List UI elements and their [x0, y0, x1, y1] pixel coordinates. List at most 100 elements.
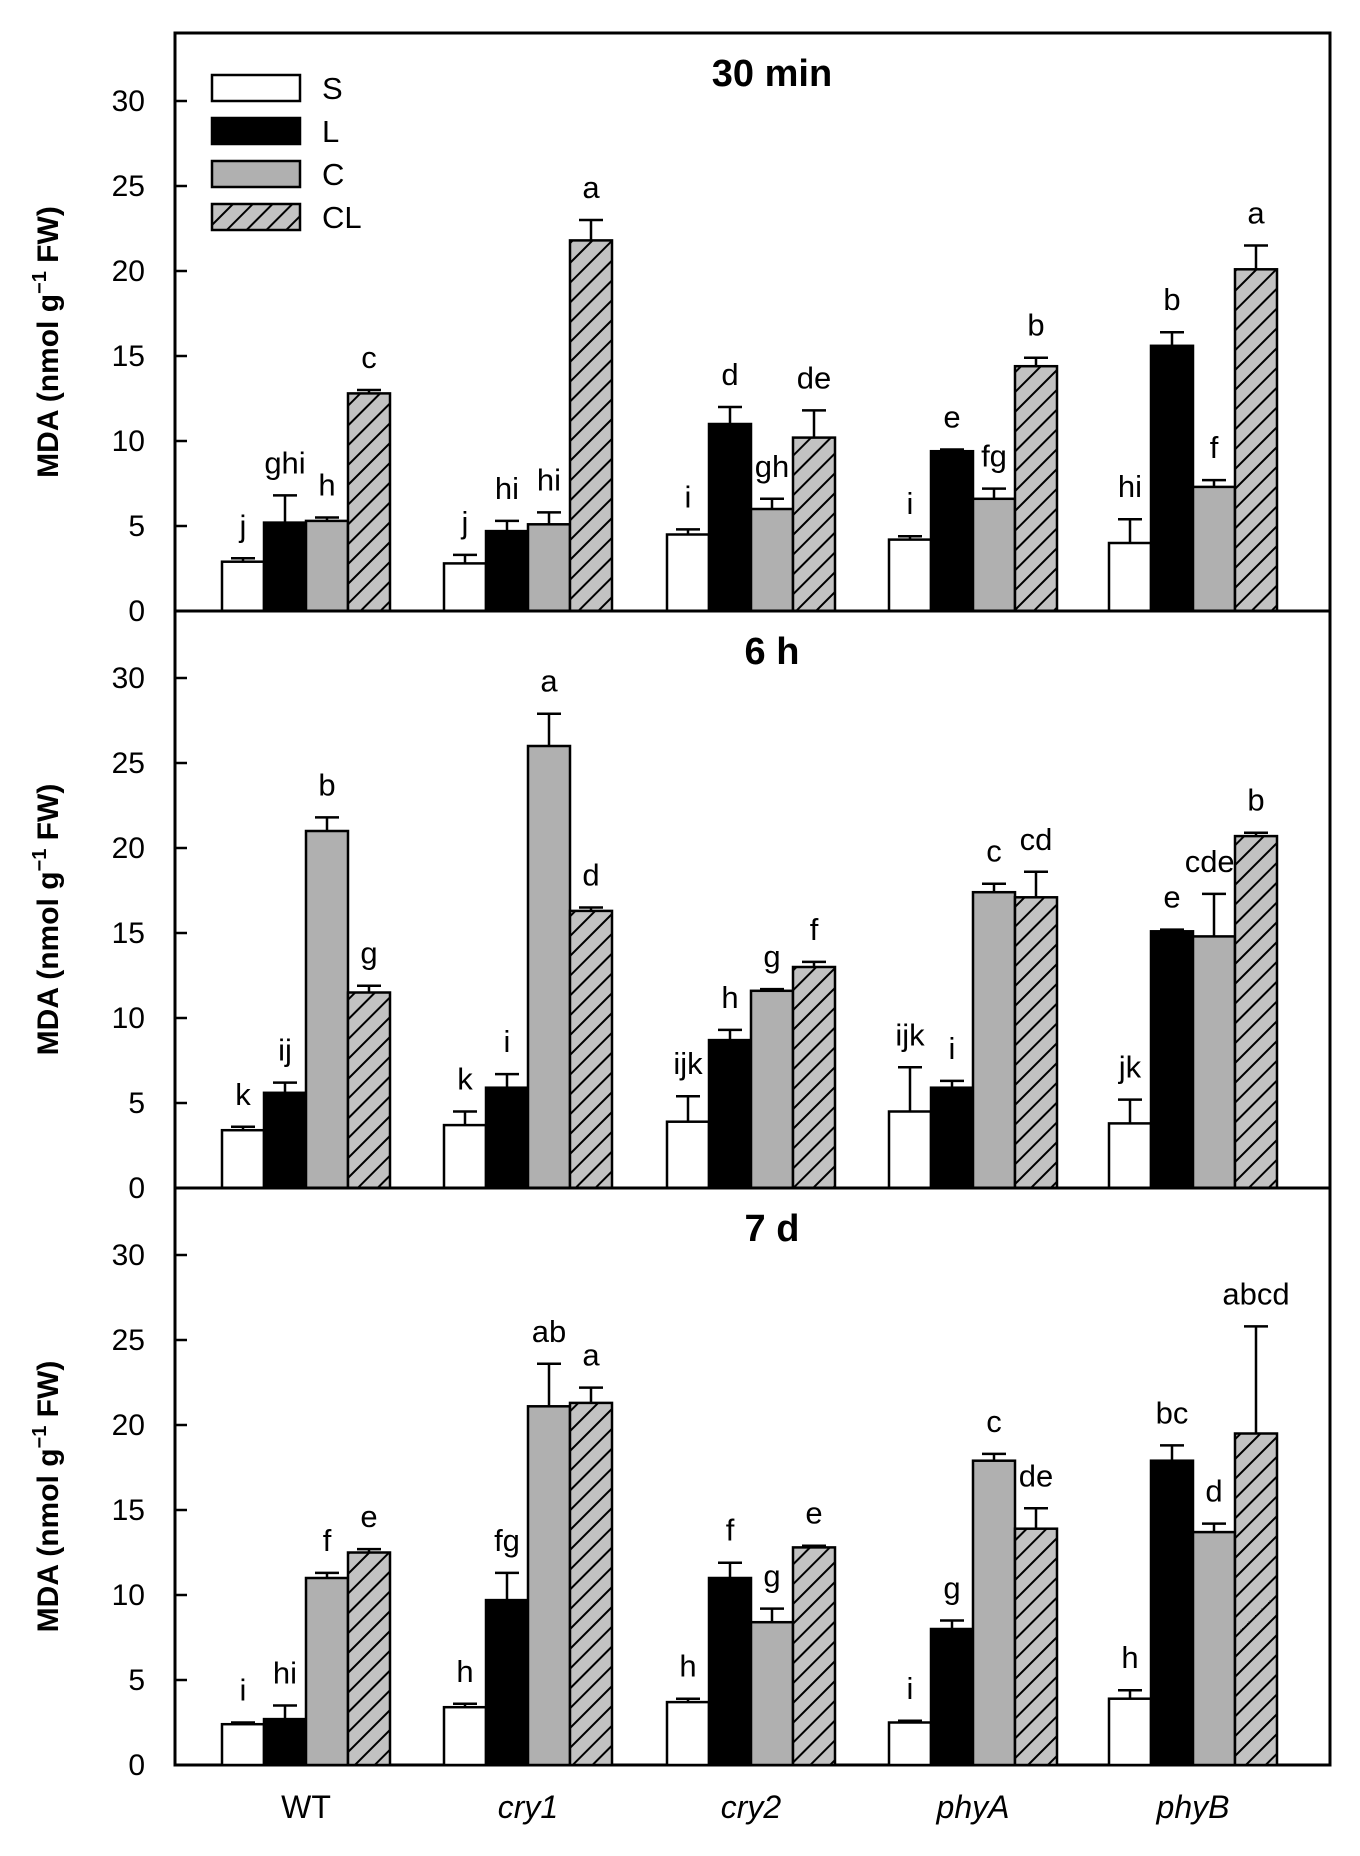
- significance-letter: cd: [1020, 822, 1053, 857]
- bar-CL-phyA: [1013, 896, 1059, 1190]
- bar-S-cry2: [665, 1120, 711, 1190]
- significance-letter: bc: [1156, 1395, 1189, 1430]
- significance-letter: i: [907, 1671, 914, 1706]
- y-tick-label: 30: [112, 662, 145, 695]
- bar-C-cry2: [749, 1620, 795, 1767]
- bar-L-phyB: [1149, 344, 1195, 613]
- significance-letter: abcd: [1222, 1276, 1289, 1311]
- bar-L-phyB: [1149, 1459, 1195, 1767]
- y-axis-title: MDA (nmol g−1 FW): [29, 1361, 65, 1633]
- y-tick-label: 15: [112, 917, 145, 950]
- bar-C-cry1: [526, 1405, 572, 1767]
- significance-letter: a: [540, 664, 558, 699]
- significance-letter: b: [1163, 282, 1180, 317]
- legend-label: CL: [322, 200, 362, 235]
- bar-C-WT: [304, 1576, 350, 1767]
- bar-CL-phyA: [1013, 364, 1059, 613]
- significance-letter: g: [943, 1571, 960, 1606]
- y-tick-label: 25: [112, 747, 145, 780]
- legend: SLC CL: [210, 71, 362, 235]
- bar-S-cry1: [442, 562, 488, 613]
- bar-CL-phyB: [1233, 1432, 1279, 1767]
- significance-letter: c: [361, 340, 377, 375]
- y-tick-label: 10: [112, 425, 145, 458]
- significance-letter: c: [986, 1404, 1002, 1439]
- significance-letter: i: [907, 486, 914, 521]
- legend-swatch-L: [210, 116, 302, 146]
- significance-letter: e: [1163, 880, 1180, 915]
- significance-letter: f: [323, 1523, 332, 1558]
- significance-letter: de: [1019, 1458, 1053, 1493]
- bar-S-phyA: [887, 538, 933, 613]
- bar-L-cry1: [484, 1598, 530, 1767]
- bar-CL-cry2: [791, 965, 837, 1190]
- legend-swatch-C: [210, 159, 302, 189]
- bar-C-phyB: [1191, 485, 1237, 613]
- bar-C-phyA: [971, 1459, 1017, 1767]
- bar-CL-phyB: [1233, 268, 1279, 613]
- bar-CL-cry1: [568, 1401, 614, 1767]
- significance-letter: k: [457, 1062, 473, 1097]
- significance-letter: hi: [537, 462, 561, 497]
- bar-C-phyB: [1191, 935, 1237, 1190]
- significance-letter: hi: [273, 1656, 297, 1691]
- y-tick-label: 0: [128, 1172, 145, 1205]
- significance-letter: fg: [494, 1523, 520, 1558]
- bar-L-WT: [262, 1091, 308, 1190]
- significance-letter: ab: [532, 1314, 566, 1349]
- significance-letter: i: [949, 1031, 956, 1066]
- bar-CL-cry2: [791, 436, 837, 613]
- legend-label: L: [322, 114, 339, 149]
- y-tick-label: 20: [112, 255, 145, 288]
- bar-S-phyA: [887, 1110, 933, 1190]
- bar-C-cry1: [526, 523, 572, 613]
- bar-S-cry1: [442, 1123, 488, 1190]
- bar-S-phyB: [1107, 1697, 1153, 1767]
- bar-S-cry1: [442, 1705, 488, 1767]
- panel-title: 7 d: [745, 1208, 800, 1250]
- significance-letter: f: [1210, 430, 1219, 465]
- bar-C-cry2: [749, 989, 795, 1190]
- bar-S-WT: [220, 1722, 266, 1767]
- significance-letter: b: [1027, 308, 1044, 343]
- significance-letter: fg: [981, 439, 1007, 474]
- y-tick-label: 5: [128, 510, 145, 543]
- y-axis-title: MDA (nmol g−1 FW): [29, 206, 65, 478]
- y-tick-label: 20: [112, 832, 145, 865]
- bar-CL-phyA: [1013, 1527, 1059, 1767]
- bar-L-cry2: [707, 1038, 753, 1190]
- bar-S-phyB: [1107, 541, 1153, 613]
- bar-CL-phyB: [1233, 834, 1279, 1190]
- significance-letter: h: [679, 1649, 696, 1684]
- significance-letter: g: [763, 939, 780, 974]
- bar-C-phyB: [1191, 1530, 1237, 1767]
- x-category-label: WT: [281, 1789, 331, 1825]
- significance-letter: i: [685, 479, 692, 514]
- significance-letter: ghi: [264, 445, 305, 480]
- bar-S-phyB: [1107, 1122, 1153, 1190]
- y-axis-labels: MDA (nmol g−1 FW) MDA (nmol g−1 FW) MDA (n…: [29, 206, 65, 1632]
- significance-letter: i: [504, 1024, 511, 1059]
- significance-letter: hi: [1118, 469, 1142, 504]
- bar-S-cry2: [665, 1700, 711, 1767]
- x-category-label: phyA: [936, 1789, 1010, 1825]
- bar-C-cry1: [526, 744, 572, 1190]
- y-axis-title: MDA (nmol g−1 FW): [29, 784, 65, 1056]
- bar-L-cry1: [484, 1086, 530, 1190]
- bar-C-phyA: [971, 890, 1017, 1190]
- panel-title: 30 min: [712, 53, 832, 95]
- bar-L-cry2: [707, 422, 753, 613]
- legend-swatch-CL: [210, 202, 302, 232]
- significance-letter: b: [318, 767, 335, 802]
- y-tick-label: 0: [128, 1749, 145, 1782]
- bar-C-WT: [304, 519, 350, 613]
- y-tick-label: 20: [112, 1409, 145, 1442]
- y-tick-label: 25: [112, 170, 145, 203]
- significance-letter: g: [360, 936, 377, 971]
- legend-swatch-S: [210, 73, 302, 103]
- legend-label: C: [322, 157, 344, 192]
- significance-letter: a: [582, 170, 600, 205]
- bar-C-WT: [304, 829, 350, 1190]
